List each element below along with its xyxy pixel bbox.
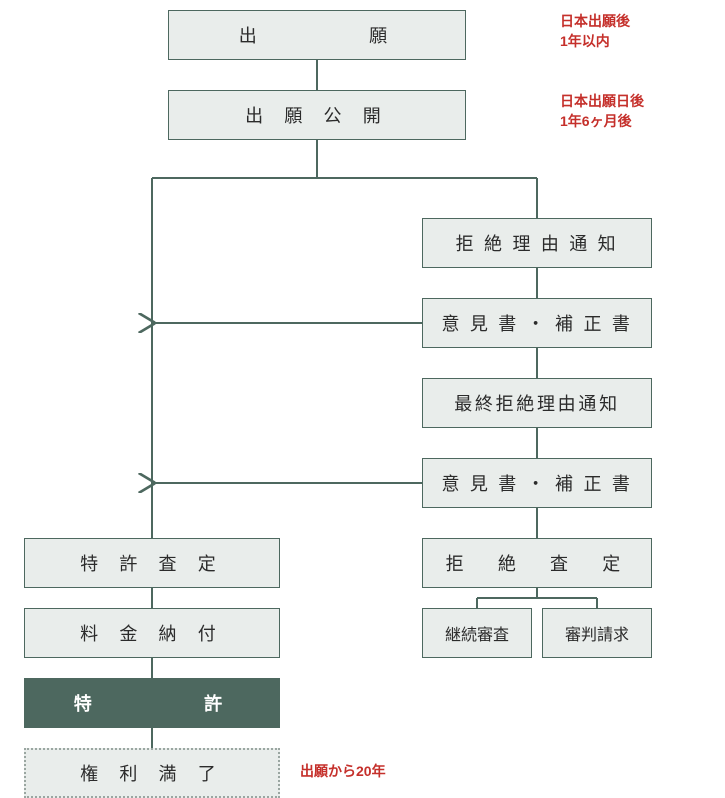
b-opinion-2: 意 見 書 ・ 補 正 書 [422,458,652,508]
b-opinion-1: 意 見 書 ・ 補 正 書 [422,298,652,348]
b-cont-exam-label: 継続審査 [445,621,509,645]
b-opinion-1-label: 意 見 書 ・ 補 正 書 [441,310,632,336]
flowchart-stage: 出 願出 願 公 開拒 絶 理 由 通 知意 見 書 ・ 補 正 書最終拒絶理由… [0,0,725,782]
n2-line2: 1年6ヶ月後 [560,112,644,132]
b-allowance: 特 許 査 定 [24,538,280,588]
b-final-rejection: 最終拒絶理由通知 [422,378,652,428]
b-cont-exam: 継続審査 [422,608,532,658]
b-allowance-label: 特 許 査 定 [80,550,224,576]
b-fee: 料 金 納 付 [24,608,280,658]
b-publication-label: 出 願 公 開 [245,102,389,128]
b-expiry-label: 権 利 満 了 [80,760,224,786]
n1-line2: 1年以内 [560,32,630,52]
b-appeal: 審判請求 [542,608,652,658]
b-final-rejection-label: 最終拒絶理由通知 [454,390,620,416]
n1-line1: 日本出願後 [560,12,630,32]
b-application-label: 出 願 [239,22,396,48]
b-rejection-notice-label: 拒 絶 理 由 通 知 [456,230,619,256]
b-expiry: 権 利 満 了 [24,748,280,798]
b-fee-label: 料 金 納 付 [80,620,224,646]
b-opinion-2-label: 意 見 書 ・ 補 正 書 [441,470,632,496]
b-rejection-final: 拒 絶 査 定 [422,538,652,588]
b-patent: 特 許 [24,678,280,728]
b-rejection-final-label: 拒 絶 査 定 [446,550,629,576]
b-publication: 出 願 公 開 [168,90,466,140]
n2-line1: 日本出願日後 [560,92,644,112]
b-application: 出 願 [168,10,466,60]
b-patent-label: 特 許 [74,690,231,716]
n3: 出願から20年 [300,762,386,782]
b-rejection-notice: 拒 絶 理 由 通 知 [422,218,652,268]
n3-line1: 出願から20年 [300,762,386,782]
b-appeal-label: 審判請求 [565,621,629,645]
n2: 日本出願日後1年6ヶ月後 [560,92,644,131]
n1: 日本出願後1年以内 [560,12,630,51]
